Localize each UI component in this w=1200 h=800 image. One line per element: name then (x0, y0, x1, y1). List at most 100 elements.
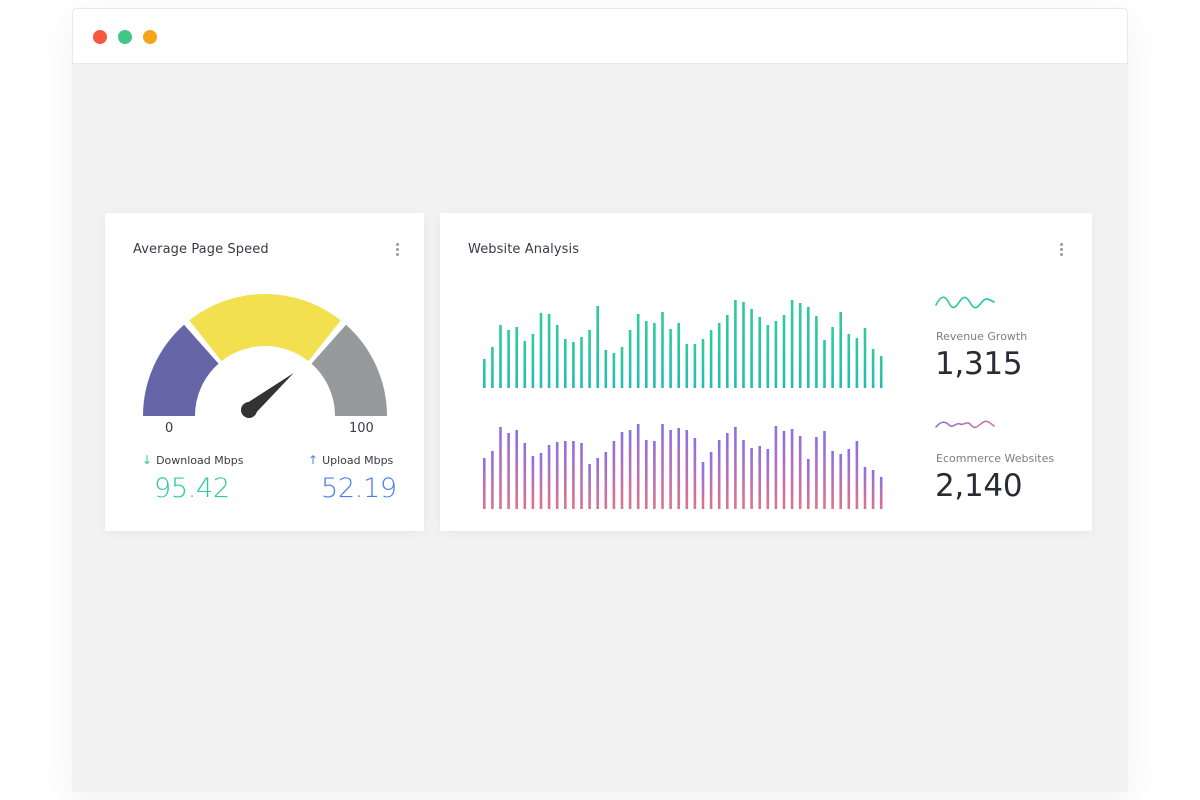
ecommerce-bar (499, 427, 502, 509)
ecommerce-bar (555, 442, 559, 509)
ecommerce-bar (879, 477, 883, 509)
card-title: Average Page Speed (133, 242, 269, 257)
ecommerce-bar (847, 449, 851, 509)
revenue-bar (774, 321, 778, 388)
ecommerce-bar (572, 441, 575, 509)
ecommerce-bar (523, 443, 527, 509)
revenue-bar (645, 321, 648, 388)
ecommerce-bar (774, 426, 778, 509)
gauge-segment-right (311, 324, 387, 416)
ecommerce-bar (677, 428, 680, 509)
ecommerce-bar (491, 451, 494, 509)
revenue-bar (636, 314, 640, 388)
revenue-bar (807, 307, 810, 388)
revenue-bar (701, 339, 705, 388)
arrow-up-icon: ↑ (308, 453, 319, 467)
revenue-bar (483, 359, 486, 388)
revenue-bar (653, 323, 656, 388)
ecommerce-bar (855, 441, 859, 509)
revenue-bar (709, 330, 713, 388)
revenue-bar (871, 349, 875, 388)
revenue-bar (831, 327, 834, 388)
revenue-bar (879, 356, 883, 388)
ecommerce-bar (750, 448, 753, 509)
revenue-bar (620, 347, 624, 388)
browser-window: Average Page Speed 0 100 ↓ Download Mbps… (72, 8, 1128, 792)
revenue-bar (491, 347, 494, 388)
download-value: 95.42 (154, 473, 230, 504)
ecommerce-bar (871, 470, 875, 509)
revenue-bar (863, 328, 867, 388)
ecommerce-bar (701, 462, 705, 509)
revenue-bar (604, 350, 608, 388)
ecommerce-bar (580, 443, 583, 509)
maximize-window-button[interactable] (143, 30, 157, 44)
revenue-bar (669, 329, 672, 388)
ecommerce-bar (547, 445, 551, 509)
ecommerce-bar (612, 441, 616, 509)
revenue-bar (661, 312, 664, 388)
revenue-bar (798, 303, 802, 388)
ecommerce-bar (539, 453, 543, 509)
gauge-segment-left (143, 324, 219, 416)
ecommerce-bar (758, 446, 761, 509)
ecommerce-bar (661, 424, 664, 509)
ecommerce-bar (604, 452, 608, 509)
gauge-min-label: 0 (165, 421, 174, 436)
ecommerce-bar (823, 431, 826, 509)
revenue-bar (726, 315, 729, 388)
ecommerce-value: 2,140 (935, 468, 1023, 504)
revenue-bar (572, 342, 575, 388)
minimize-window-button[interactable] (118, 30, 132, 44)
ecommerce-bar (798, 436, 802, 509)
ecommerce-bar (782, 431, 786, 509)
close-window-button[interactable] (93, 30, 107, 44)
download-label-text: Download Mbps (156, 453, 244, 467)
more-vertical-icon[interactable] (391, 243, 403, 259)
revenue-bar (499, 325, 502, 388)
ecommerce-bar (734, 427, 737, 509)
speed-gauge (143, 294, 387, 418)
revenue-value: 1,315 (935, 346, 1023, 382)
revenue-bar (531, 334, 535, 388)
ecommerce-sparkline (935, 420, 995, 429)
revenue-bar (515, 327, 518, 388)
ecommerce-bar (807, 459, 810, 509)
ecommerce-bar (839, 454, 842, 509)
revenue-bar (734, 300, 737, 388)
ecommerce-bar (596, 458, 599, 509)
page-speed-card: Average Page Speed 0 100 ↓ Download Mbps… (105, 213, 424, 531)
ecommerce-bar (653, 441, 656, 509)
ecommerce-bar (531, 456, 535, 509)
ecommerce-label: Ecommerce Websites (936, 452, 1055, 465)
revenue-bar (685, 344, 689, 388)
revenue-bar (750, 309, 753, 388)
revenue-bar (766, 325, 770, 388)
ecommerce-bar (588, 464, 591, 509)
ecommerce-bar (620, 432, 624, 509)
revenue-bar (677, 323, 680, 388)
ecommerce-bar (863, 467, 867, 509)
revenue-bar (555, 325, 559, 388)
revenue-bar (839, 312, 842, 388)
revenue-bar (564, 339, 567, 388)
revenue-bar (547, 314, 551, 388)
ecommerce-bar (636, 424, 640, 509)
revenue-bar (612, 353, 616, 388)
more-vertical-icon[interactable] (1055, 243, 1067, 259)
website-analysis-card: Website Analysis (440, 213, 1092, 531)
revenue-bar (823, 340, 826, 388)
upload-label: ↑ Upload Mbps (308, 453, 393, 467)
ecommerce-bar-series (483, 424, 883, 509)
ecommerce-bar (766, 449, 770, 509)
ecommerce-bar (790, 429, 794, 509)
ecommerce-bar (717, 440, 721, 509)
arrow-down-icon: ↓ (142, 453, 153, 467)
ecommerce-bar (669, 430, 672, 509)
gauge-needle-hub (241, 402, 257, 418)
gauge-segment-middle (189, 294, 341, 362)
title-bar (72, 8, 1128, 64)
ecommerce-bar (709, 452, 713, 509)
revenue-bar (855, 338, 859, 388)
ecommerce-bar (564, 441, 567, 509)
